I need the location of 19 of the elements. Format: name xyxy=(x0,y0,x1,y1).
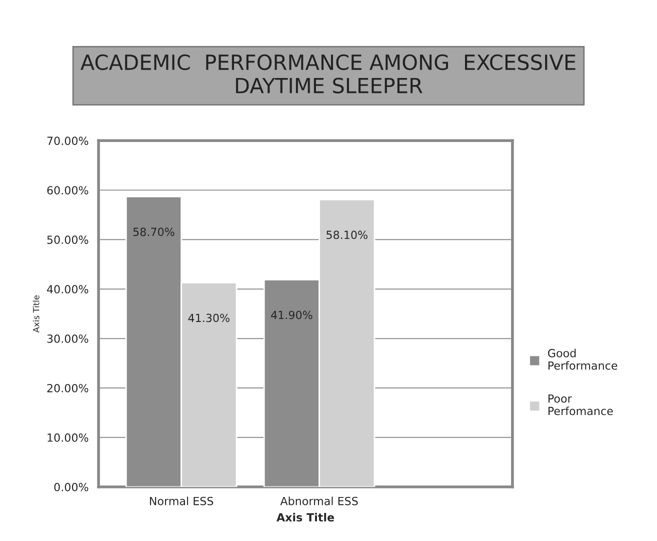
y-tick-label: 60.00% xyxy=(47,186,88,194)
y-tick-label: 10.00% xyxy=(48,433,88,442)
y-tick-label: 50.00% xyxy=(47,236,88,244)
data-label: 41.30% xyxy=(188,314,230,322)
y-tick-label: 40.00% xyxy=(47,285,88,294)
legend-label: Poor Perfomance xyxy=(548,394,613,416)
y-tick-label: 0.00% xyxy=(54,482,88,492)
y-tick-label: 30.00% xyxy=(47,334,88,343)
y-tick-label: 20.00% xyxy=(47,384,88,392)
x-axis-title: Axis Title xyxy=(276,512,334,522)
data-label: 58.10% xyxy=(326,230,368,240)
data-label: 58.70% xyxy=(133,228,174,236)
x-tick-label: Abnormal ESS xyxy=(280,496,358,506)
x-tick-label: Normal ESS xyxy=(150,496,214,506)
y-tick-label: 70.00% xyxy=(47,136,88,146)
y-axis-title: Axis Title xyxy=(32,295,40,333)
legend-label: Good Performance xyxy=(548,348,618,370)
data-label: 41.90% xyxy=(271,310,312,320)
chart-title: ACADEMIC PERFORMANCE AMONG EXCESSIVE DAYTIME SLEEPER xyxy=(80,54,576,94)
